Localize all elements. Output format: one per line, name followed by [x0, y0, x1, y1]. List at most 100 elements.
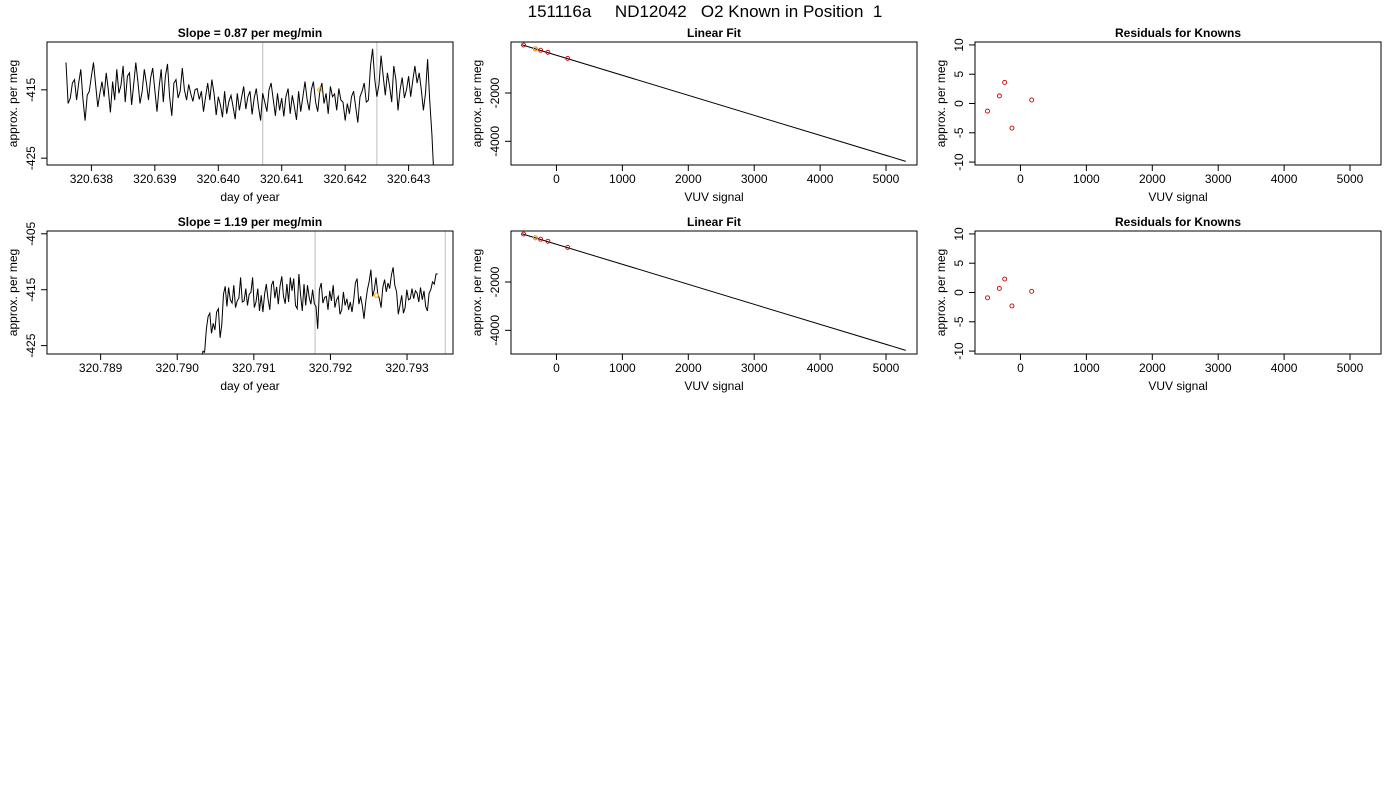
plot-area: [521, 42, 906, 162]
highlight-marker: [532, 46, 538, 52]
x-tick-label: 5000: [873, 361, 900, 375]
y-tick-label: -415: [24, 277, 38, 301]
x-axis-label: VUV signal: [1148, 190, 1207, 204]
plot-area: [985, 79, 1035, 131]
y-tick-label: -5: [952, 316, 966, 327]
y-tick-label: -10: [952, 153, 966, 171]
x-tick-label: 1000: [1073, 172, 1100, 186]
x-tick-label: 4000: [807, 361, 834, 375]
page-title: 151116a ND12042 O2 Known in Position 1: [527, 2, 883, 21]
y-tick-label: -2000: [488, 77, 502, 108]
y-axis-label: approx. per meg: [6, 249, 20, 336]
chart-title: Linear Fit: [687, 215, 741, 229]
x-tick-label: 5000: [1337, 172, 1364, 186]
y-tick-label: 0: [952, 289, 966, 296]
data-point: [996, 93, 1002, 99]
x-tick-label: 4000: [1271, 172, 1298, 186]
plot-area: [521, 231, 906, 351]
data-point: [538, 47, 544, 53]
chart-panel-3: Residuals for Knowns VUV signal approx. pe…: [934, 26, 1382, 204]
y-tick-label: -2000: [488, 266, 502, 297]
series-line: [65, 48, 434, 165]
x-tick-label: 320.792: [309, 361, 353, 375]
series-line: [201, 267, 438, 354]
x-tick-label: 320.640: [197, 172, 241, 186]
x-tick-label: 0: [1017, 361, 1024, 375]
x-axis-label: VUV signal: [1148, 379, 1207, 393]
y-tick-label: -425: [24, 333, 38, 357]
data-point: [1029, 288, 1035, 294]
data-point: [538, 236, 544, 242]
chart-panel-2: Linear Fit VUV signal approx. per meg 0 1000…: [470, 26, 918, 204]
fit-line: [522, 44, 906, 162]
y-tick-label: 5: [952, 260, 966, 267]
x-axis-label: VUV signal: [684, 379, 743, 393]
y-tick-label: -4000: [488, 315, 502, 346]
plot-frame: [974, 230, 1382, 355]
plot-area: [985, 276, 1035, 309]
chart-title: Slope = 1.19 per meg/min: [178, 215, 322, 229]
data-point: [1009, 125, 1015, 131]
x-tick-label: 3000: [741, 361, 768, 375]
x-tick-label: 4000: [1271, 361, 1298, 375]
x-tick-label: 1000: [609, 361, 636, 375]
data-point: [1009, 303, 1015, 309]
x-axis-label: day of year: [220, 379, 279, 393]
highlight-marker: [317, 87, 323, 93]
x-tick-label: 1000: [1073, 361, 1100, 375]
data-point: [545, 238, 551, 244]
y-tick-label: -425: [24, 146, 38, 170]
chart-panel-4: Slope = 1.19 per meg/min day of year appro…: [6, 215, 454, 393]
x-tick-label: 320.641: [260, 172, 304, 186]
y-tick-label: 5: [952, 71, 966, 78]
plot-frame: [974, 41, 1382, 166]
plot-area: [201, 231, 446, 354]
chart-title: Residuals for Knowns: [1115, 215, 1241, 229]
x-tick-label: 5000: [1337, 361, 1364, 375]
chart-title: Slope = 0.87 per meg/min: [178, 26, 322, 40]
data-point: [521, 42, 526, 48]
x-tick-label: 4000: [807, 172, 834, 186]
y-tick-label: -415: [24, 78, 38, 102]
y-tick-label: -4000: [488, 126, 502, 157]
chart-title: Linear Fit: [687, 26, 741, 40]
y-tick-label: -405: [24, 221, 38, 245]
x-tick-label: 0: [553, 361, 560, 375]
data-point: [565, 244, 571, 250]
data-point: [985, 108, 990, 114]
y-tick-label: 0: [952, 100, 966, 107]
y-axis-label: approx. per meg: [6, 60, 20, 147]
plot-frame: [46, 41, 454, 166]
x-tick-label: 3000: [1205, 172, 1232, 186]
x-tick-label: 1000: [609, 172, 636, 186]
y-axis-label: approx. per meg: [934, 60, 948, 147]
data-point: [1002, 79, 1008, 85]
chart-panel-5: Linear Fit VUV signal approx. per meg 0 1000…: [470, 215, 918, 393]
x-tick-label: 320.791: [232, 361, 276, 375]
y-axis-label: approx. per meg: [934, 249, 948, 336]
x-axis-label: VUV signal: [684, 190, 743, 204]
x-tick-label: 320.790: [156, 361, 200, 375]
x-tick-label: 2000: [675, 172, 702, 186]
data-point: [996, 285, 1002, 291]
x-tick-label: 3000: [1205, 361, 1232, 375]
chart-title: Residuals for Knowns: [1115, 26, 1241, 40]
x-tick-label: 320.793: [385, 361, 429, 375]
plot-area: [65, 42, 434, 165]
fit-line: [522, 233, 906, 351]
x-tick-label: 320.643: [387, 172, 431, 186]
x-axis-label: day of year: [220, 190, 279, 204]
y-tick-label: -5: [952, 127, 966, 138]
data-point: [985, 295, 990, 301]
highlight-marker: [373, 292, 379, 298]
data-point: [521, 231, 526, 237]
x-tick-label: 2000: [1139, 172, 1166, 186]
chart-panel-1: Slope = 0.87 per meg/min day of year appro…: [6, 26, 454, 204]
data-point: [1029, 97, 1035, 103]
plot-frame: [46, 230, 454, 355]
y-tick-label: 10: [952, 38, 966, 52]
data-point: [545, 49, 551, 55]
x-tick-label: 320.639: [133, 172, 177, 186]
y-axis-label: approx. per meg: [470, 249, 484, 336]
